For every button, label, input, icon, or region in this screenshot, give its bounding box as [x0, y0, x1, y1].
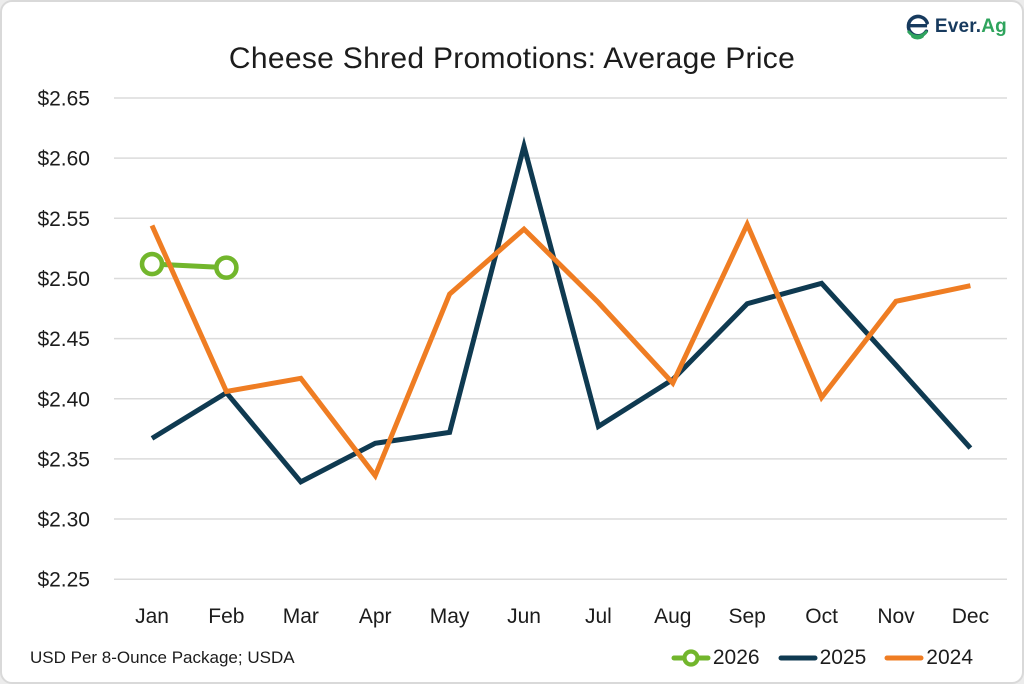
- y-tick-label: $2.35: [37, 448, 90, 471]
- y-tick-label: $2.30: [37, 509, 90, 532]
- legend-label-2025: 2025: [819, 646, 867, 669]
- x-tick-label: Aug: [654, 605, 691, 628]
- y-tick-label: $2.45: [37, 328, 90, 351]
- x-tick-label: Nov: [877, 605, 915, 628]
- x-tick-label: Jul: [585, 605, 612, 628]
- logo-text-ever: Ever.: [934, 15, 982, 37]
- page-title: Cheese Shred Promotions: Average Price: [228, 42, 796, 75]
- y-tick-label: $2.25: [37, 569, 90, 592]
- chart-legend: 2026 2025 2024: [671, 646, 973, 670]
- series-line-2024: [149, 218, 971, 481]
- x-tick-label: Mar: [283, 605, 319, 628]
- x-tick-label: Apr: [359, 605, 392, 628]
- series-line-2026: [151, 261, 227, 271]
- y-tick-label: $2.65: [37, 88, 90, 111]
- x-tick-label: Dec: [952, 605, 989, 628]
- legend-item-2025: 2025: [778, 646, 867, 670]
- x-tick-label: Sep: [729, 605, 766, 628]
- y-tick-label: $2.60: [37, 148, 90, 171]
- everag-logo-icon: [906, 14, 929, 40]
- legend-swatch-2024: [884, 655, 924, 661]
- y-tick-label: $2.50: [37, 268, 90, 291]
- x-tick-label: Jun: [507, 605, 541, 628]
- y-tick-label: $2.40: [37, 388, 90, 411]
- y-tick-label: $2.55: [37, 208, 90, 231]
- legend-swatch-2026: [671, 649, 711, 667]
- source-footnote: USD Per 8-Ounce Package; USDA: [30, 648, 295, 667]
- legend-item-2024: 2024: [884, 646, 973, 670]
- everag-logo: Ever.Ag: [904, 13, 1007, 40]
- x-tick-label: Oct: [805, 605, 838, 628]
- logo-wordmark: Ever.Ag: [935, 16, 1007, 38]
- series-line-2025: [150, 136, 973, 485]
- x-tick-label: Jan: [135, 605, 169, 628]
- x-tick-label: May: [430, 605, 470, 628]
- series-marker-2026: [139, 251, 165, 277]
- series-marker-2026: [214, 255, 239, 280]
- logo-text-ag: Ag: [981, 15, 1007, 37]
- x-tick-label: Feb: [208, 605, 244, 628]
- legend-item-2026: 2026: [671, 646, 760, 670]
- legend-swatch-2025: [778, 655, 818, 661]
- legend-label-2024: 2024: [926, 646, 973, 669]
- legend-label-2026: 2026: [712, 646, 760, 669]
